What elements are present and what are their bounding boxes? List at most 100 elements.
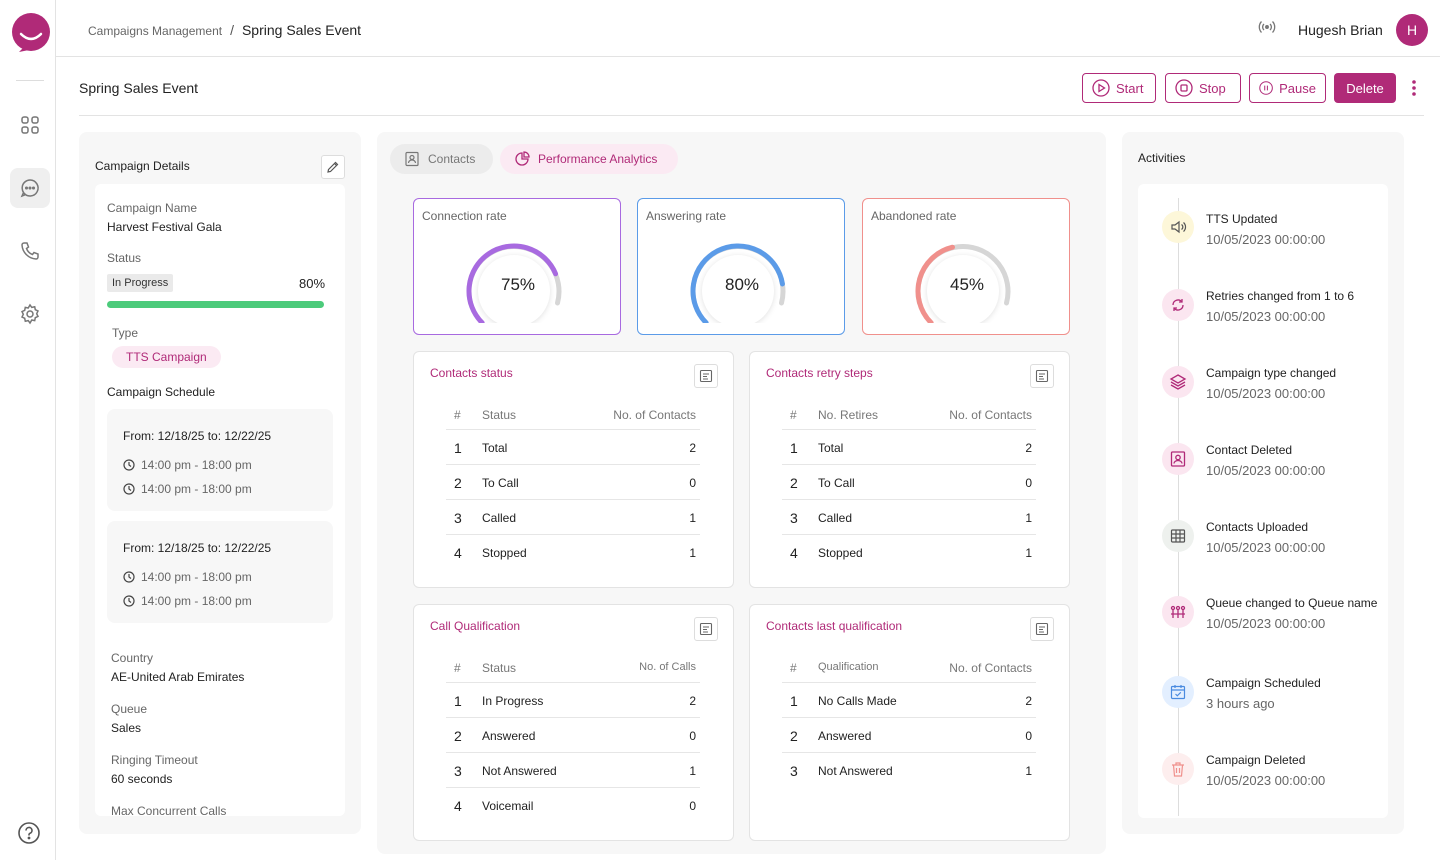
activity-icon-wrap [1162,211,1194,243]
connection-rate-card: Connection rate 75% [413,198,621,335]
report-button[interactable] [694,364,718,388]
refresh-icon [1172,299,1184,311]
page-title: Spring Sales Event [79,80,199,96]
tab-performance-analytics[interactable]: Performance Analytics [500,144,678,174]
column-header[interactable]: # [790,408,797,422]
activity-icon-wrap [1162,753,1194,785]
row-label: In Progress [482,694,544,708]
row-index: 3 [454,763,462,779]
schedule-time: 14:00 pm - 18:00 pm [123,570,252,584]
rate-value: 80% [724,275,760,294]
app-logo[interactable] [11,12,51,56]
call-qualification-table: # Status No. of Calls 1 In Progress 2 2 Answere… [446,651,700,823]
column-header[interactable]: No. of Contacts [613,408,696,422]
sidebar [0,0,56,860]
column-header[interactable]: Qualification [818,661,879,673]
column-header[interactable]: # [790,661,797,675]
calendar-icon [1170,685,1186,700]
row-index: 2 [454,475,462,491]
report-button[interactable] [694,617,718,641]
help-icon[interactable] [17,821,41,845]
contacts-last-qualification-table: # Qualification No. of Contacts 1 No Calls M… [782,651,1036,788]
row-count: 1 [1025,764,1032,778]
table-row: 4 Stopped 1 [782,535,1036,570]
row-index: 2 [454,728,462,744]
schedule-time: 14:00 pm - 18:00 pm [123,594,252,608]
column-header[interactable]: # [454,408,461,422]
delete-button[interactable]: Delete [1334,73,1396,103]
breadcrumb-parent[interactable]: Campaigns Management [88,24,223,38]
sidebar-item-settings[interactable] [10,294,50,334]
row-index: 1 [790,693,798,709]
pause-label: Pause [1279,80,1316,96]
header-divider [79,115,1424,116]
table-row: 4 Voicemail 0 [446,788,700,823]
contacts-status-card: Contacts status # Status No. of Contacts 1 T… [413,351,734,588]
report-button[interactable] [1030,364,1054,388]
pause-button[interactable]: Pause [1249,73,1326,103]
clock-icon [123,595,135,607]
row-label: Total [482,441,508,455]
report-button[interactable] [1030,617,1054,641]
column-header[interactable]: Status [482,661,517,675]
activity-title: Contacts Uploaded [1206,520,1309,534]
table-row: 1 No Calls Made 2 [782,683,1036,718]
row-label: Stopped [818,546,863,560]
campaign-name-label: Campaign Name [107,201,198,215]
tab-contacts[interactable]: Contacts [390,144,493,174]
trash-icon [1172,762,1184,777]
speaker-icon [1171,220,1187,234]
row-label: Not Answered [818,764,893,778]
card-title: Contacts last qualification [766,619,903,633]
column-header[interactable]: No. of Calls [639,661,696,673]
pencil-icon [327,161,339,173]
rate-label: Connection rate [422,209,507,223]
row-count: 0 [1025,729,1032,743]
avatar[interactable]: H [1396,14,1428,46]
row-count: 1 [689,511,696,525]
column-header[interactable]: No. of Contacts [949,408,1032,422]
row-label: Called [818,511,853,525]
row-label: Voicemail [482,799,534,813]
table-row: 1 Total 2 [782,430,1036,465]
broadcast-icon[interactable] [1257,17,1277,37]
report-icon [699,622,713,636]
row-count: 2 [1025,694,1032,708]
row-count: 0 [689,799,696,813]
column-header[interactable]: No. Retires [818,408,879,422]
edit-button[interactable] [321,155,345,179]
more-options-icon[interactable] [1406,78,1422,98]
breadcrumb-current: Spring Sales Event [241,22,362,38]
ringing-timeout-value: 60 seconds [111,772,173,786]
answering-rate-card: Answering rate 80% [637,198,845,335]
clock-icon [123,483,135,495]
sidebar-item-calls[interactable] [10,231,50,271]
table-header-row: # No. Retires No. of Contacts [782,398,1036,430]
column-header[interactable]: No. of Contacts [949,661,1032,675]
schedule-block: From: 12/18/25 to: 12/22/25 14:00 pm - 1… [107,521,333,623]
row-index: 2 [790,475,798,491]
connection-rate-gauge [466,243,562,323]
stop-label: Stop [1199,80,1226,96]
schedule-range: From: 12/18/25 to: 12/22/25 [123,429,272,443]
activity-date: 10/05/2023 00:00:00 [1206,616,1326,631]
top-bar: Campaigns Management / Spring Sales Even… [56,0,1440,57]
column-header[interactable]: # [454,661,461,675]
activity-title: Campaign type changed [1206,366,1337,380]
sidebar-item-dashboard[interactable] [10,105,50,145]
stop-icon [1175,79,1193,97]
activity-icon-wrap [1162,520,1194,552]
stop-button[interactable]: Stop [1165,73,1241,103]
start-button[interactable]: Start [1082,73,1156,103]
sidebar-item-campaigns[interactable] [10,168,50,208]
activity-date: 10/05/2023 00:00:00 [1206,232,1326,247]
time-range: 14:00 pm - 18:00 pm [141,594,252,608]
phone-icon [21,242,39,260]
row-label: No Calls Made [818,694,897,708]
status-label: Status [107,251,142,265]
type-badge: TTS Campaign [112,346,221,368]
chat-icon [20,179,39,198]
column-header[interactable]: Status [482,408,517,422]
schedule-time: 14:00 pm - 18:00 pm [123,458,252,472]
activity-date: 3 hours ago [1206,696,1275,711]
